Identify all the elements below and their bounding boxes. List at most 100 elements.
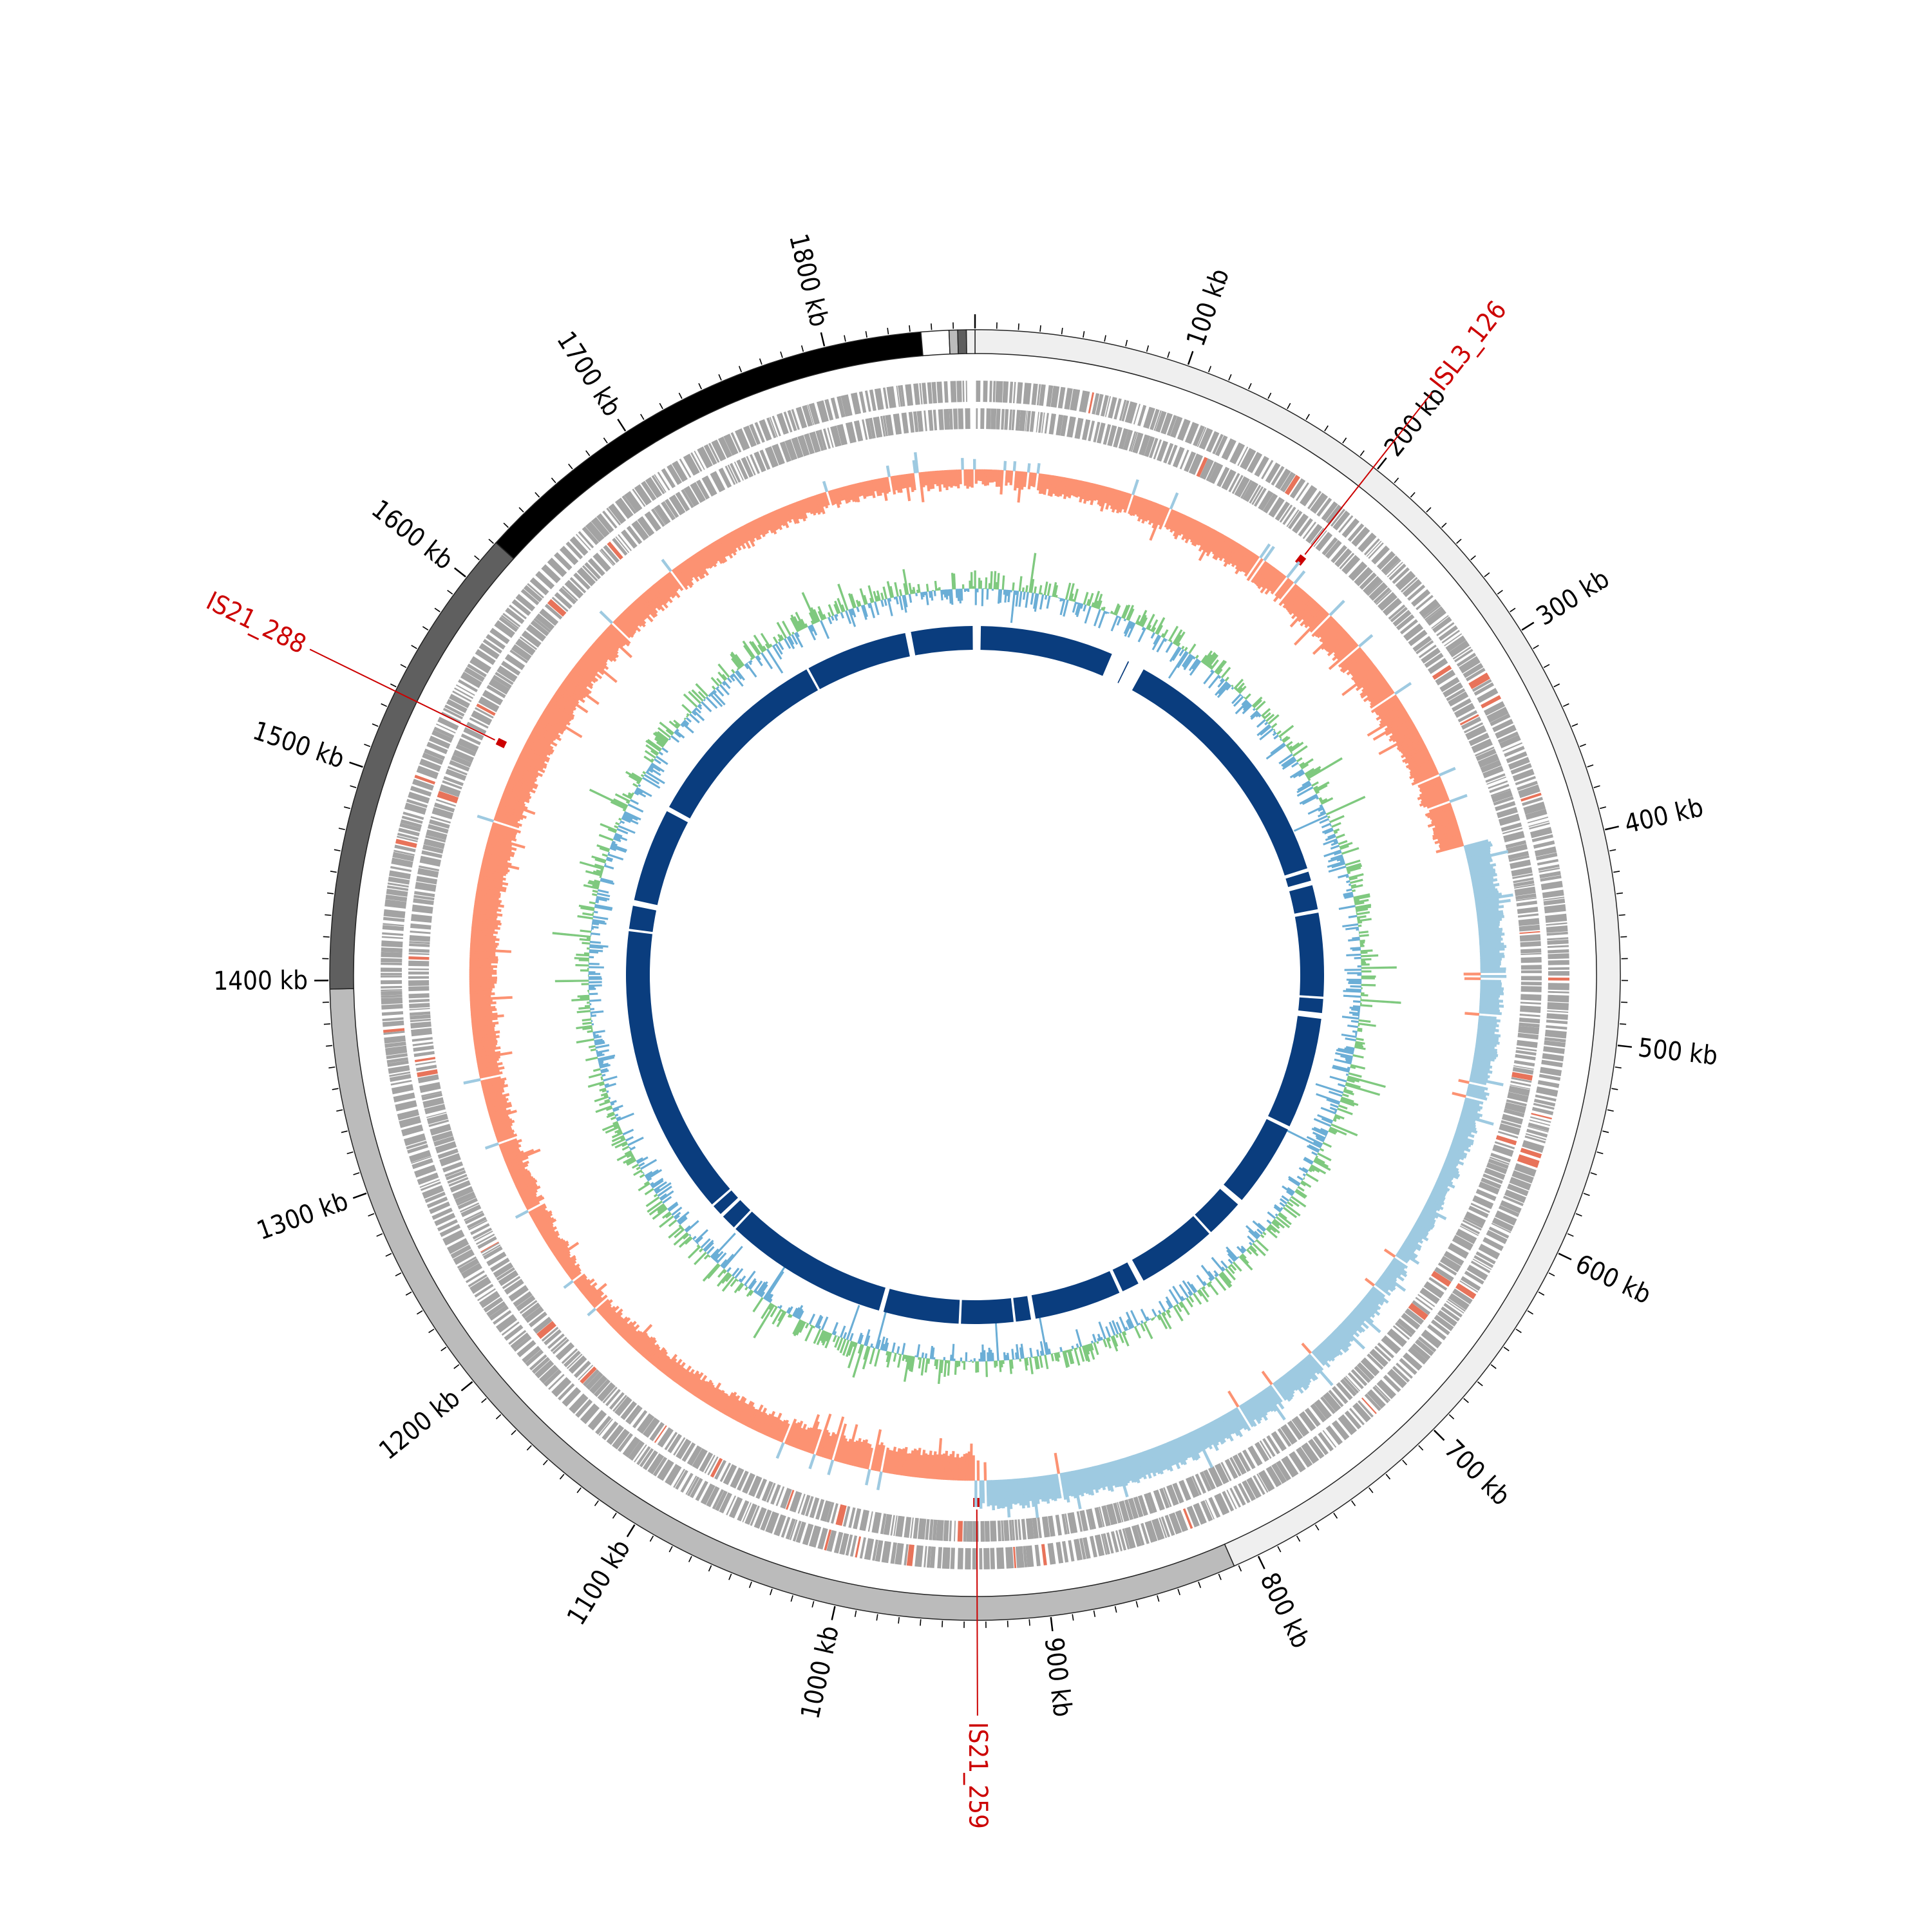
gene-block xyxy=(1464,1211,1486,1226)
minor-tick xyxy=(1104,335,1106,342)
gc-skew-bar xyxy=(901,1446,908,1476)
gc-skew-bar xyxy=(1009,470,1014,486)
gene-block xyxy=(1473,1255,1494,1268)
gc-content-bar xyxy=(1141,617,1148,628)
gene-block xyxy=(1446,688,1466,701)
gc-content-bar xyxy=(642,771,647,775)
gc-skew-bar xyxy=(473,1035,500,1041)
gene-block xyxy=(1056,1542,1064,1564)
gc-content-bar xyxy=(1355,1041,1365,1045)
gc-content-bar xyxy=(661,1211,671,1219)
gc-content-bar xyxy=(1036,1349,1040,1357)
gene-block xyxy=(509,649,528,664)
gene-block xyxy=(1455,1283,1477,1300)
gc-skew-bar xyxy=(1226,1412,1244,1437)
gc-content-bar xyxy=(600,823,618,832)
gc-content-bar xyxy=(734,654,745,667)
gene-block xyxy=(382,932,404,936)
gene-block xyxy=(1502,742,1523,752)
gc-skew-bar xyxy=(1328,643,1359,670)
synteny-block xyxy=(634,811,688,905)
gene-block xyxy=(873,416,883,438)
gc-skew-bar xyxy=(538,717,564,735)
gc-content-bar xyxy=(933,590,936,596)
gc-skew-bar xyxy=(986,469,990,486)
minor-tick xyxy=(447,589,453,595)
gene-block xyxy=(1543,1046,1565,1054)
gc-content-bar xyxy=(1102,606,1106,611)
gc-content-bar xyxy=(898,595,904,611)
gc-content-bar xyxy=(1350,1019,1359,1023)
gc-content-bar xyxy=(1103,1338,1108,1348)
minor-tick xyxy=(526,1444,532,1451)
gc-skew-bar xyxy=(480,1076,501,1084)
gene-block xyxy=(598,1418,613,1436)
gc-skew-bar xyxy=(1477,918,1502,923)
gc-content-bar xyxy=(649,1182,654,1186)
minor-tick xyxy=(1167,351,1170,358)
gc-skew-bar xyxy=(1108,1461,1119,1488)
gc-skew-bar xyxy=(589,1291,605,1305)
gc-skew-bar xyxy=(951,1451,955,1481)
gene-block xyxy=(1519,934,1541,942)
gene-block xyxy=(486,1251,507,1267)
gc-skew-bar xyxy=(870,1429,882,1471)
gene-block xyxy=(1101,1533,1108,1555)
insertion-sequence-label: IS21_259 xyxy=(963,1722,993,1829)
gc-content-bar xyxy=(674,730,685,739)
gene-block xyxy=(1292,513,1309,534)
gc-content-bar xyxy=(1287,1201,1294,1207)
gene-block xyxy=(1271,1463,1287,1484)
gene-block xyxy=(431,730,453,743)
gc-content-bar xyxy=(1110,615,1119,632)
gc-skew-bar xyxy=(477,1062,503,1070)
gc-content-bar xyxy=(579,861,604,870)
gc-content-bar xyxy=(1143,1321,1153,1340)
gc-content-bar xyxy=(949,1354,952,1361)
gc-content-bar xyxy=(1354,898,1369,904)
gc-skew-bar xyxy=(918,472,925,503)
gene-block xyxy=(550,1336,567,1352)
gene-block xyxy=(409,1011,431,1016)
gc-skew-bar xyxy=(484,851,511,861)
gene-block xyxy=(791,437,804,459)
gc-content-bar xyxy=(618,825,636,834)
gc-skew-bar xyxy=(522,747,549,763)
gc-content-bar xyxy=(1358,1022,1376,1027)
gc-content-bar xyxy=(1300,1181,1307,1187)
gc-content-bar xyxy=(994,1318,999,1361)
gc-skew-bar xyxy=(491,1116,510,1125)
gene-block xyxy=(1511,1077,1532,1083)
gene-block xyxy=(1374,1345,1392,1362)
gene-block xyxy=(1434,1267,1454,1282)
gc-content-bar xyxy=(1352,1030,1358,1034)
gc-content-bar xyxy=(972,1361,974,1363)
gc-skew-bar xyxy=(1056,476,1063,497)
major-tick xyxy=(1605,826,1620,831)
gc-content-bar xyxy=(1200,1264,1214,1281)
gene-block xyxy=(475,1233,495,1245)
gc-skew-bar xyxy=(1304,1356,1320,1375)
gene-block xyxy=(1013,1546,1017,1568)
minor-tick xyxy=(1061,328,1063,335)
gc-skew-bar xyxy=(1471,1067,1493,1074)
gc-content-bar xyxy=(828,616,833,625)
gc-skew-bar xyxy=(497,1133,518,1143)
gene-block xyxy=(522,1345,542,1363)
gc-content-bar xyxy=(667,1201,678,1211)
gc-skew-bar xyxy=(1325,1337,1343,1356)
gene-block xyxy=(502,612,521,627)
gene-block xyxy=(1011,409,1016,431)
gene-block xyxy=(1492,1144,1514,1157)
gene-block xyxy=(749,454,760,474)
gc-skew-bar xyxy=(1261,1370,1273,1386)
gene-block xyxy=(718,468,732,488)
minor-tick xyxy=(568,463,573,469)
gc-skew-bar xyxy=(706,1382,722,1405)
gene-block xyxy=(433,1136,455,1147)
gene-block xyxy=(741,457,753,478)
minor-tick xyxy=(1490,1364,1497,1369)
gc-content-bar xyxy=(1118,1332,1124,1343)
gc-content-bar xyxy=(1168,625,1179,642)
gc-content-bar xyxy=(891,1342,896,1353)
